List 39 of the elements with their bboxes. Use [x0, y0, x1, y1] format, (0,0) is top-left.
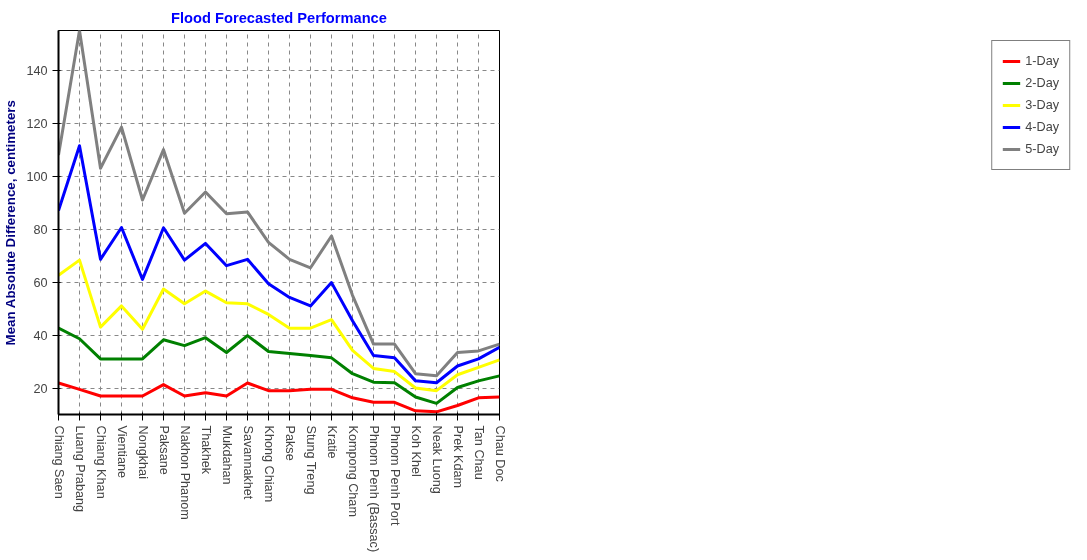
y-tick-label: 120: [26, 116, 48, 131]
y-tick-label: 40: [33, 328, 48, 343]
legend-label: 3-Day: [1025, 98, 1059, 112]
x-tick-label: Prek Kdam: [450, 425, 465, 489]
legend-label: 2-Day: [1025, 76, 1059, 90]
x-tick-label: Koh Khel: [408, 425, 423, 477]
x-tick-label: Mukdahan: [219, 425, 234, 485]
x-tick-label: Paksane: [156, 425, 171, 475]
x-tick-label: Chiang Saen: [51, 425, 66, 499]
x-tick-label: Stung Treng: [303, 425, 318, 495]
x-tick-label: Chau Doc: [492, 425, 507, 482]
x-tick-label: Thakhek: [198, 425, 213, 475]
legend-label: 4-Day: [1025, 120, 1059, 134]
x-tick-label: Neak Luong: [429, 425, 444, 494]
y-axis-title: Mean Absolute Difference, centimeters: [3, 100, 19, 346]
line-series: [58, 144, 500, 385]
y-tick-label: 60: [33, 275, 48, 290]
x-tick-label: Phnom Penh (Bassac): [366, 425, 381, 553]
x-tick-label: Phnom Penh Port: [387, 425, 402, 526]
y-tick-label: 140: [26, 63, 48, 78]
x-tick-label: Nongkhai: [135, 425, 150, 479]
x-tick-label: Nakhon Phanom: [177, 425, 192, 520]
x-tick-label: Vientiane: [114, 425, 129, 479]
y-tick-label: 100: [26, 169, 48, 184]
x-tick-label: Khong Chiam: [261, 425, 276, 503]
x-tick-label: Luang Prabang: [72, 425, 87, 513]
line-series: [58, 326, 500, 405]
y-tick-label: 20: [33, 381, 48, 396]
x-tick-label: Pakse: [282, 425, 297, 461]
legend-label: 1-Day: [1025, 54, 1059, 68]
x-tick-label: Savannakhet: [240, 425, 255, 500]
line-series: [58, 258, 500, 393]
y-tick-label: 80: [33, 222, 48, 237]
legend-label: 5-Day: [1025, 142, 1059, 156]
x-tick-label: Tan Chau: [471, 425, 486, 480]
x-tick-label: Chiang Khan: [93, 425, 108, 499]
x-tick-label: Kratie: [324, 425, 339, 459]
chart-title: Flood Forecasted Performance: [171, 9, 387, 26]
x-tick-label: Kompong Cham: [345, 425, 360, 517]
